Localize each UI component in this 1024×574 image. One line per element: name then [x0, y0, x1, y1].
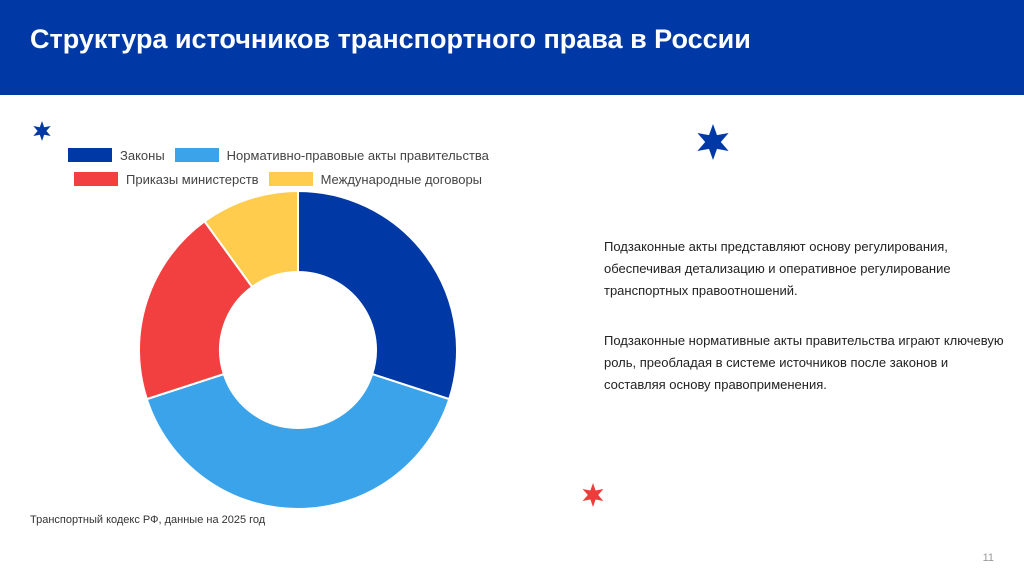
legend-label-laws: Законы — [120, 147, 165, 163]
legend-item-ministry-orders: Приказы министерств — [74, 172, 259, 187]
slide-title: Структура источников транспортного права… — [30, 24, 751, 54]
legend-swatch-ministry-orders — [74, 172, 118, 186]
legend-item-laws: Законы — [68, 148, 165, 163]
page-number: 11 — [982, 552, 994, 564]
paragraph-1: Подзаконные акты представляют основу рег… — [604, 239, 951, 298]
source-caption: Транспортный кодекс РФ, данные на 2025 г… — [30, 514, 266, 526]
legend-swatch-laws — [68, 148, 112, 162]
legend-swatch-international-treaties — [268, 172, 313, 186]
legend-item-government-acts: Нормативно-правовые акты правительства — [174, 147, 489, 163]
red-star-icon — [582, 483, 604, 507]
legend-swatch-government-acts — [174, 148, 219, 162]
slice-ministry-orders — [138, 219, 254, 401]
chart-legend: Законы Нормативно-правовые акты правител… — [68, 143, 499, 191]
legend-item-international-treaties: Международные договоры — [268, 171, 483, 187]
blue-star-small-icon — [33, 121, 51, 141]
blue-star-large-icon — [697, 124, 729, 160]
legend-label-international-treaties: Международные договоры — [320, 171, 483, 187]
legend-label-ministry-orders: Приказы министерств — [126, 171, 259, 187]
header-bar: Структура источников транспортного права… — [0, 0, 1024, 95]
slice-laws — [297, 189, 458, 401]
legend-label-government-acts: Нормативно-правовые акты правительства — [226, 147, 489, 163]
slice-government-acts — [145, 372, 451, 510]
legend-row: Приказы министерств Международные догово… — [74, 167, 499, 191]
paragraph-2: Подзаконные нормативные акты правительст… — [604, 333, 1004, 392]
legend-row: Законы Нормативно-правовые акты правител… — [68, 143, 499, 167]
slice-international-treaties — [203, 189, 299, 289]
